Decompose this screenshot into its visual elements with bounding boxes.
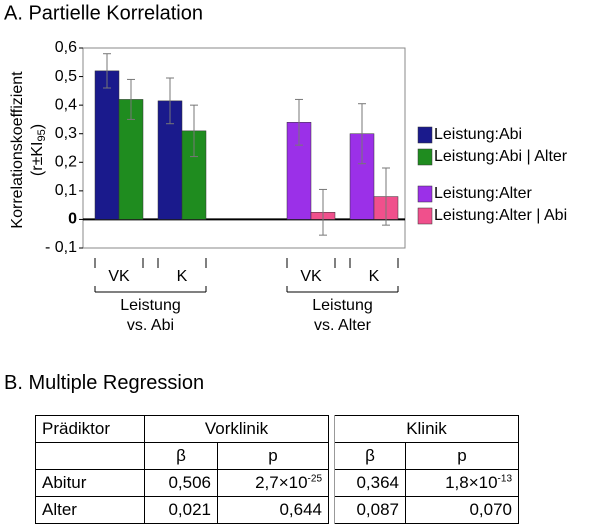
cell: Alter — [35, 496, 145, 524]
y-tick-label: 0,4 — [55, 96, 77, 113]
chart: A. Partielle Korrelation Korrelationskoe… — [4, 2, 568, 334]
subheader-cell: β — [144, 442, 218, 470]
y-tick-label: 0,6 — [55, 39, 77, 56]
bar — [94, 70, 120, 220]
group-label: vs. Alter — [314, 317, 372, 334]
cell — [35, 442, 145, 470]
subheader-cell: β — [334, 442, 406, 470]
y-tick-label: 0,3 — [55, 125, 77, 142]
group-label: vs. Abi — [127, 317, 174, 334]
header-cell: Prädiktor — [35, 415, 145, 443]
header-cell: Klinik — [334, 415, 519, 443]
table-title: B. Multiple Regression — [4, 372, 205, 394]
y-tick-label: 0 — [68, 211, 77, 228]
cell-exponent: -13 — [497, 473, 512, 485]
cell: 0,644 — [217, 496, 329, 524]
cell: 0,364 — [334, 469, 406, 497]
legend-swatch — [417, 207, 433, 225]
cell: 0,506 — [144, 469, 218, 497]
legend-swatch — [417, 148, 433, 166]
table: Prädiktor Vorklinik Klinik β p β p Abitu… — [35, 415, 519, 524]
x-tick-label: K — [369, 268, 380, 285]
y-axis-label: (r±KI95) — [29, 124, 48, 176]
cell: 1,8×10-13 — [405, 469, 519, 497]
group-label: Leistung — [312, 297, 373, 314]
y-tick-label: 0,1 — [55, 182, 77, 199]
x-tick-label: VK — [108, 268, 130, 285]
y-axis-label-sub: 95 — [36, 129, 48, 141]
plot-frame — [82, 47, 406, 249]
subheader-cell: p — [405, 442, 519, 470]
cell: Abitur — [35, 469, 145, 497]
chart-title: A. Partielle Korrelation — [4, 2, 203, 24]
y-tick-label: 0,5 — [55, 68, 77, 85]
legend-swatch — [417, 126, 433, 144]
legend-label: Leistung:Abi | Alter — [434, 148, 568, 165]
cell: 0,021 — [144, 496, 218, 524]
cell-base: 2,7×10 — [255, 473, 308, 492]
y-tick-label: 0,2 — [55, 154, 77, 171]
y-axis-label: ) — [29, 124, 46, 129]
header-cell: Vorklinik — [144, 415, 329, 443]
y-axis-label: Korrelationskoeffizient — [9, 71, 26, 229]
x-tick-label: K — [177, 268, 188, 285]
y-tick-label: - 0,1 — [45, 239, 77, 256]
group-label: Leistung — [120, 297, 181, 314]
x-tick-label: VK — [300, 268, 322, 285]
cell: 2,7×10-25 — [217, 469, 329, 497]
legend-swatch — [417, 185, 433, 203]
cell: 0,070 — [405, 496, 519, 524]
cell-base: 1,8×10 — [445, 473, 498, 492]
subheader-cell: p — [217, 442, 329, 470]
y-axis-label: (r±KI — [29, 142, 46, 177]
legend-label: Leistung:Abi — [434, 126, 522, 143]
legend-label: Leistung:Alter — [434, 185, 533, 202]
cell-exponent: -25 — [307, 473, 322, 485]
legend-label: Leistung:Alter | Abi — [434, 207, 567, 224]
cell: 0,087 — [334, 496, 406, 524]
